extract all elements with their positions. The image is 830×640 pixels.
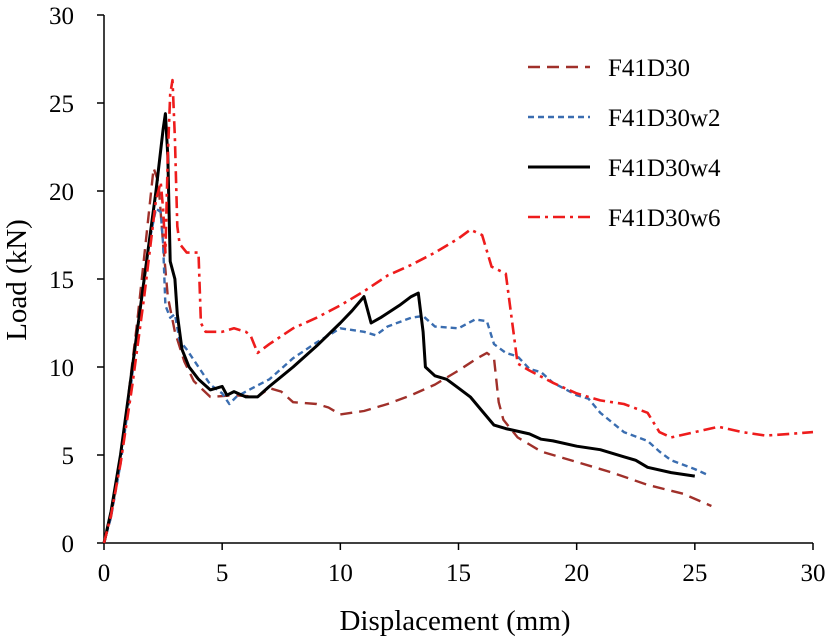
y-tick-label: 30 xyxy=(49,3,74,30)
series-line-f41d30w2 xyxy=(102,207,708,544)
y-tick-label: 5 xyxy=(62,443,75,470)
series-line-f41d30w4 xyxy=(102,112,696,544)
legend-label: F41D30w2 xyxy=(608,105,721,132)
x-tick-label: 5 xyxy=(216,560,229,587)
legend-label: F41D30w4 xyxy=(608,155,721,182)
series-line-f41d30 xyxy=(102,166,712,544)
y-tick-label: 20 xyxy=(49,179,74,206)
legend: F41D30 F41D30w2 F41D30w4 F41D30w6 xyxy=(528,55,721,232)
legend-label: F41D30w6 xyxy=(608,205,721,232)
x-tick-label: 20 xyxy=(564,560,589,587)
series-line-f41d30w6 xyxy=(102,78,814,544)
y-tick-label: 0 xyxy=(62,531,75,558)
x-tick-label: 15 xyxy=(446,560,471,587)
x-axis-title: Displacement (mm) xyxy=(339,605,570,637)
x-tick-label: 25 xyxy=(682,560,707,587)
axis-ticks: 0 5 10 15 20 25 30 0 5 10 15 20 25 30 xyxy=(49,3,826,587)
axes-frame xyxy=(103,15,813,544)
y-axis-title: Load (kN) xyxy=(1,219,33,341)
y-tick-label: 25 xyxy=(49,91,74,118)
x-tick-label: 30 xyxy=(801,560,826,587)
y-tick-label: 15 xyxy=(49,267,74,294)
legend-label: F41D30 xyxy=(608,55,690,82)
x-tick-label: 10 xyxy=(328,560,353,587)
series-lines xyxy=(102,78,814,544)
y-tick-label: 10 xyxy=(49,355,74,382)
x-tick-label: 0 xyxy=(98,560,111,587)
